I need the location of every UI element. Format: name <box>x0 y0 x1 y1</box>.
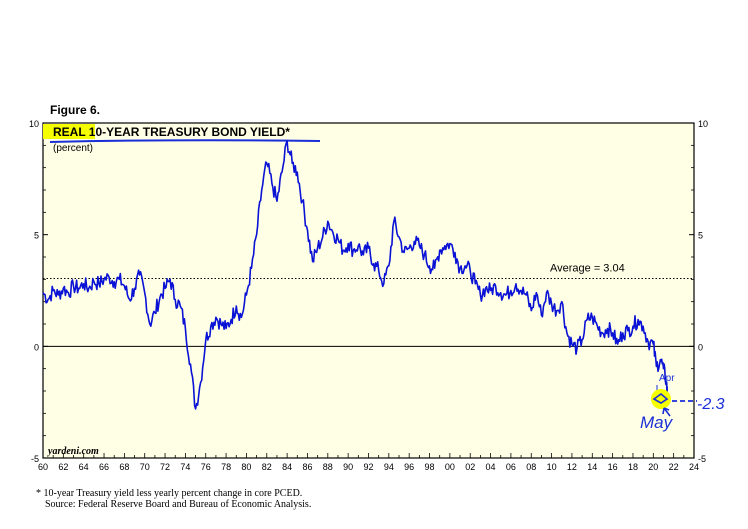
y-tick-label-left: -5 <box>31 454 39 464</box>
x-tick-label: 70 <box>140 462 150 472</box>
x-tick-label: 98 <box>425 462 435 472</box>
x-tick-label: 80 <box>241 462 251 472</box>
x-tick-label: 12 <box>567 462 577 472</box>
x-tick-label: 76 <box>201 462 211 472</box>
x-tick-label: 22 <box>669 462 679 472</box>
x-tick-label: 06 <box>506 462 516 472</box>
x-tick-label: 00 <box>445 462 455 472</box>
may-highlight <box>651 389 671 409</box>
x-tick-label: 08 <box>526 462 536 472</box>
x-tick-label: 94 <box>384 462 394 472</box>
may-arrow <box>662 407 671 417</box>
x-tick-label: 92 <box>363 462 373 472</box>
series-group <box>42 140 669 410</box>
x-tick-label: 14 <box>587 462 597 472</box>
x-tick-label: 88 <box>323 462 333 472</box>
x-tick-label: 68 <box>119 462 129 472</box>
apr-label: Apr <box>659 373 675 384</box>
may-value-label: -2.3 <box>697 396 725 413</box>
y-tick-label-right: 5 <box>698 231 703 241</box>
x-tick-label: 90 <box>343 462 353 472</box>
may-label: May <box>640 413 674 432</box>
x-tick-label: 66 <box>99 462 109 472</box>
y-tick-label-right: 0 <box>698 342 703 352</box>
x-tick-label: 04 <box>486 462 496 472</box>
chart-subtitle: (percent) <box>53 143 93 154</box>
chart-title: REAL 10-YEAR TREASURY BOND YIELD* <box>53 125 290 139</box>
x-tick-label: 96 <box>404 462 414 472</box>
watermark: yardeni.com <box>47 446 99 457</box>
x-tick-label: 16 <box>608 462 618 472</box>
x-tick-label: 86 <box>302 462 312 472</box>
title-underline <box>49 139 321 143</box>
x-tick-label: 18 <box>628 462 638 472</box>
x-tick-label: 24 <box>689 462 699 472</box>
plot-area <box>42 122 695 459</box>
x-tick-label: 20 <box>648 462 658 472</box>
x-tick-label: 64 <box>79 462 89 472</box>
figure-label: Figure 6. <box>50 103 100 117</box>
x-tick-label: 74 <box>180 462 190 472</box>
x-tick-label: 72 <box>160 462 170 472</box>
x-tick-label: 02 <box>465 462 475 472</box>
title-highlight <box>43 124 95 139</box>
series-line-0 <box>42 140 669 410</box>
average-label: Average = 3.04 <box>550 262 625 274</box>
y-tick-label-right: -5 <box>698 454 706 464</box>
source-note: Source: Federal Reserve Board and Bureau… <box>45 499 312 510</box>
x-tick-label: 84 <box>282 462 292 472</box>
may-mark <box>652 392 669 404</box>
x-tick-label: 62 <box>58 462 68 472</box>
y-tick-label-left: 0 <box>34 342 39 352</box>
footnote: * 10-year Treasury yield less yearly per… <box>36 488 303 499</box>
y-axis-right: 10 5 0 -5 <box>689 119 708 464</box>
x-tick-label: 78 <box>221 462 231 472</box>
x-axis: 60 62 64 66 68 70 72 74 76 78 80 82 84 86 88 90 92 94 96 98… <box>38 453 699 472</box>
y-tick-label-left: 10 <box>29 119 39 129</box>
x-tick-label: 60 <box>38 462 48 472</box>
x-tick-label: 82 <box>262 462 272 472</box>
y-tick-label-left: 5 <box>34 231 39 241</box>
x-tick-label: 10 <box>547 462 557 472</box>
y-tick-label-right: 10 <box>698 119 708 129</box>
